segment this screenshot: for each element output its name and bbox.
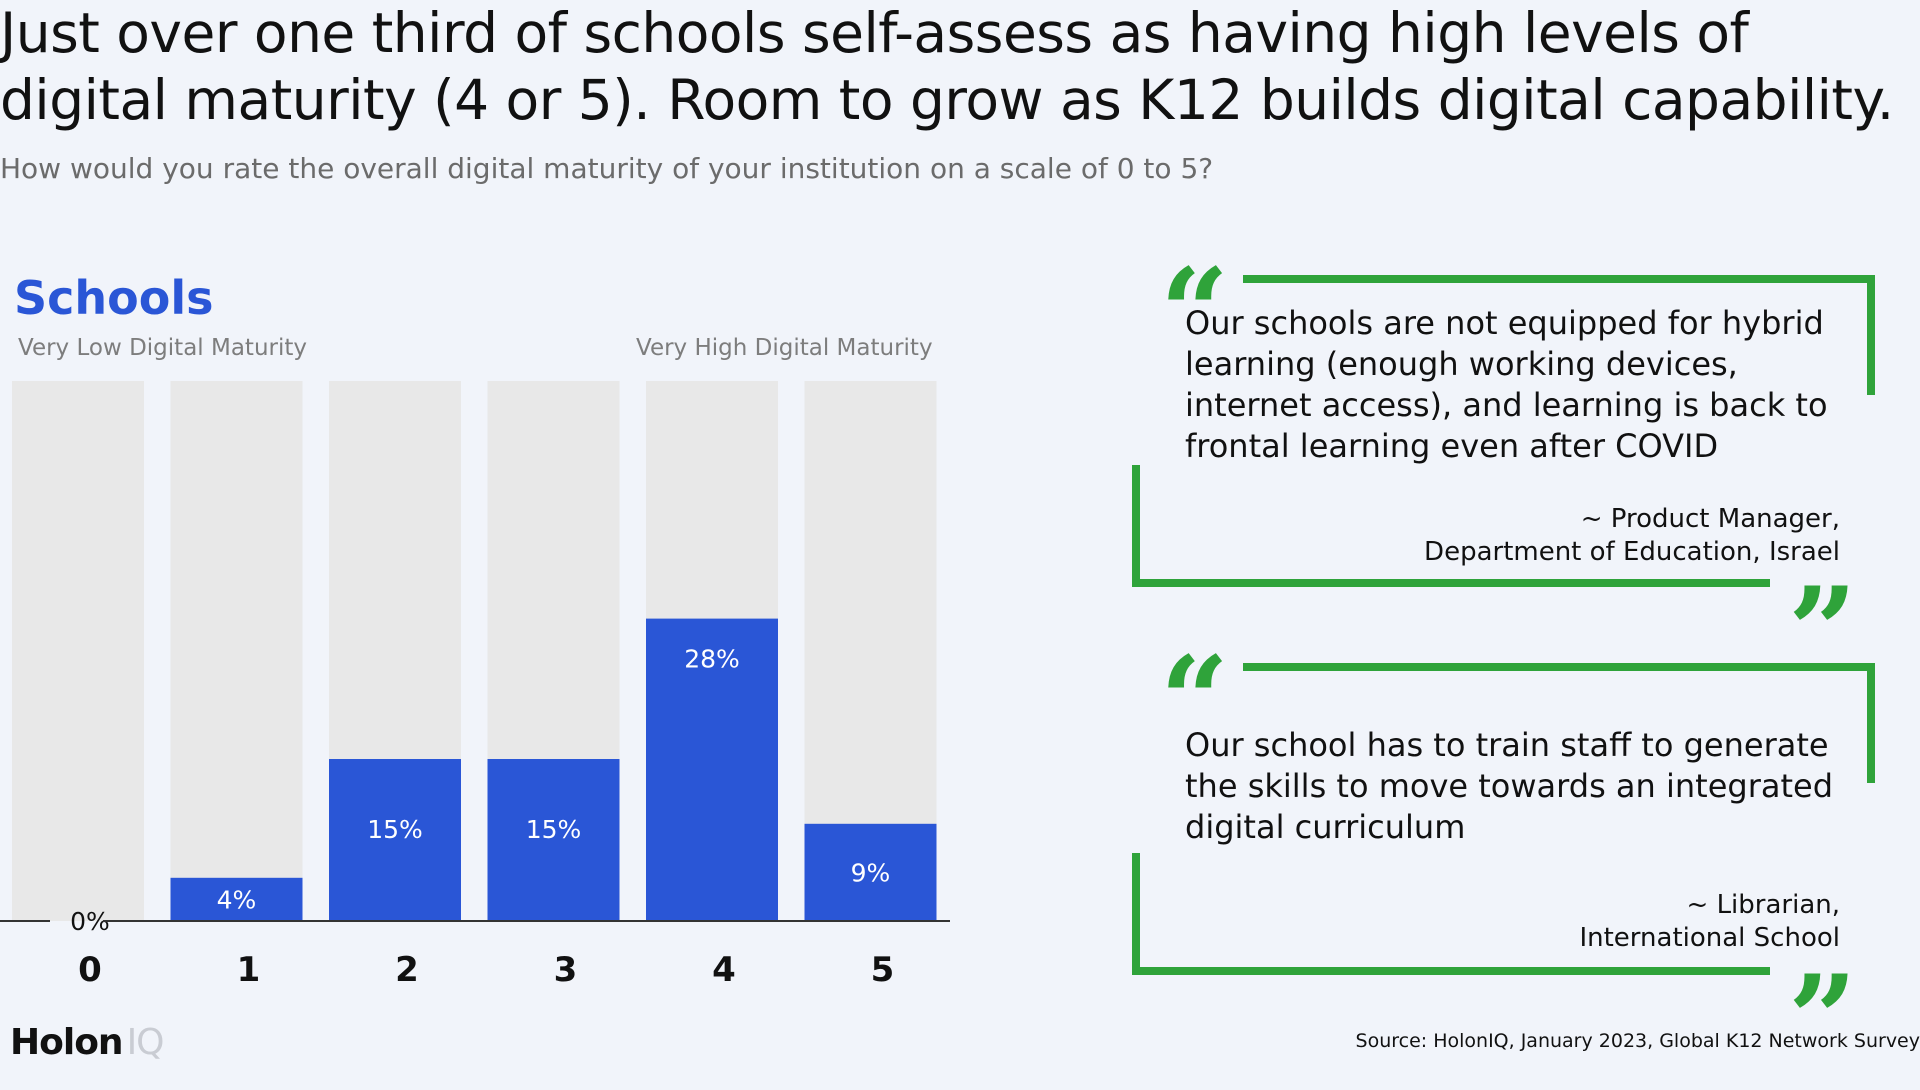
data-label-2: 15% [367,815,423,844]
attribution-org: Department of Education, Israel [1424,537,1840,567]
holoniq-logo: Holon IQ [10,1022,165,1063]
quote-text: Our schools are not equipped for hybrid … [1185,304,1828,465]
x-tick-label-5: 5 [871,950,895,990]
quote-frame-right [1867,275,1875,395]
quote-frame-top [1243,275,1875,283]
source-note: Source: HolonIQ, January 2023, Global K1… [1355,1030,1920,1052]
attribution-org: International School [1579,923,1840,953]
survey-question: How would you rate the overall digital m… [0,152,1214,185]
quote-frame-right [1867,663,1875,783]
x-tick-label-2: 2 [395,950,419,990]
headline-line-2: digital maturity (4 or 5). Room to grow … [0,68,1894,132]
quote-card-1: “ ” Our schools are not equipped for hyb… [1130,253,1880,692]
close-quote-icon: ” [1788,949,1858,1090]
scale-low-label: Very Low Digital Maturity [18,335,307,361]
bar-4 [646,618,778,921]
bar-track-0 [12,381,144,921]
quote-frame-bottom [1132,967,1770,975]
data-label-5: 9% [851,858,891,887]
chart-panel: Schools Very Low Digital Maturity Very H… [0,255,950,1015]
quote-frame-bottom [1132,579,1770,587]
scale-high-label: Very High Digital Maturity [636,335,933,361]
x-tick-label-3: 3 [554,950,578,990]
x-tick-label-0: 0 [78,950,102,990]
x-tick-label-1: 1 [237,950,261,990]
logo-mark: IQ [126,1022,165,1063]
quote-card-2: “ ” Our school has to train staff to gen… [1130,630,1880,1080]
headline-line-1: Just over one third of schools self-asse… [0,1,1749,65]
quote-frame-top [1243,663,1875,671]
bar-2 [329,759,461,921]
data-label-3: 15% [526,815,582,844]
quote-frame-left [1132,853,1140,975]
x-tick-label-4: 4 [712,950,736,990]
quote-frame-left [1132,465,1140,587]
data-label-4: 28% [684,645,740,674]
quote-attribution: ~ Product Manager, Department of Educati… [1424,503,1840,569]
logo-wordmark: Holon [10,1022,124,1063]
bar-chart: 0%04%115%215%328%49%5 [0,381,950,990]
chart-title: Schools [14,271,214,325]
quote-attribution: ~ Librarian, International School [1579,889,1840,955]
data-label-1: 4% [217,885,257,914]
open-quote-icon: “ [1160,630,1230,771]
bar-3 [487,759,620,921]
page-title: Just over one third of schools self-asse… [0,0,1894,134]
attribution-role: ~ Librarian, [1686,890,1840,920]
attribution-role: ~ Product Manager, [1580,504,1840,534]
bar-1 [170,877,303,921]
bar-track-1 [170,381,303,921]
quote-text: Our school has to train staff to generat… [1185,726,1833,846]
close-quote-icon: ” [1788,561,1858,702]
bar-5 [804,823,937,921]
